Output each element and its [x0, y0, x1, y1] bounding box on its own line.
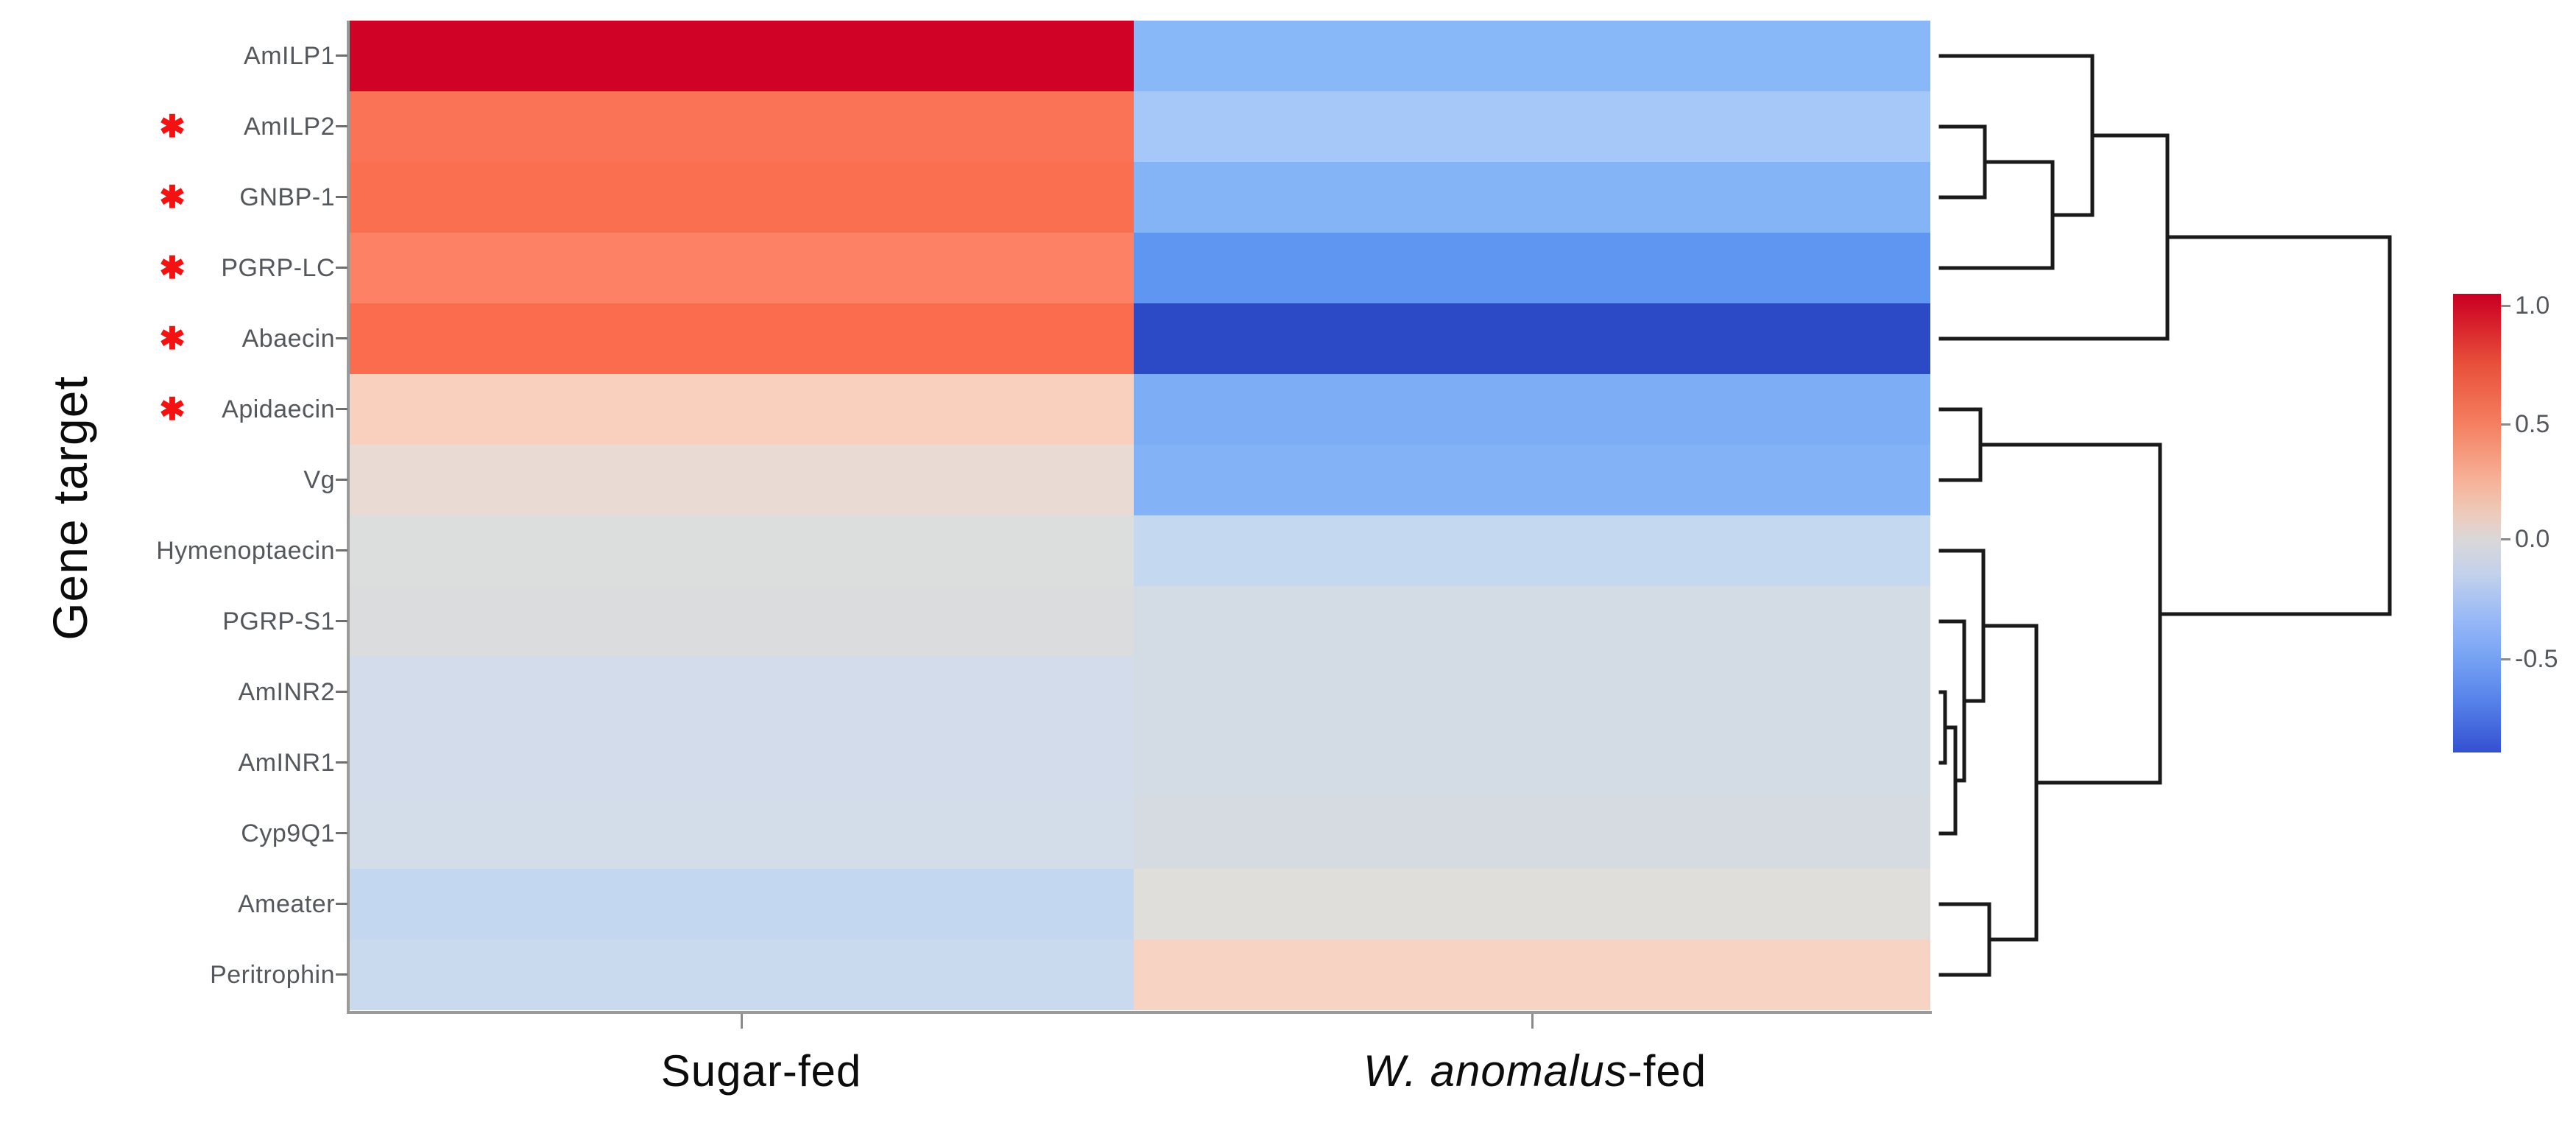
row-label-cyp9q1: Cyp9Q1 — [241, 819, 335, 847]
y-tick — [336, 832, 347, 834]
significance-asterisk: ✱ — [159, 109, 186, 144]
x-tick-sugar-fed — [741, 1014, 743, 1029]
heatmap-cell — [1134, 162, 1930, 233]
colorbar-tick-label: 0.0 — [2515, 525, 2550, 553]
y-tick — [336, 125, 347, 127]
x-label-text: Sugar-fed — [660, 1046, 862, 1096]
heatmap-cell — [350, 21, 1134, 91]
colorbar-tick-label: -0.5 — [2515, 645, 2558, 673]
y-tick — [336, 267, 347, 269]
heatmap-cell — [350, 515, 1134, 586]
x-axis-line — [347, 1011, 1932, 1014]
y-tick — [336, 408, 347, 410]
heatmap-cell — [1134, 21, 1930, 91]
y-tick — [336, 196, 347, 198]
row-label-abaecin: Abaecin — [241, 325, 335, 353]
row-label-ameater: Ameater — [238, 890, 335, 918]
y-tick — [336, 973, 347, 976]
colorbar-tick-label: 0.5 — [2515, 410, 2550, 438]
heatmap-cell — [1134, 798, 1930, 869]
heatmap-cell — [1134, 586, 1930, 657]
heatmap-cell — [1134, 940, 1930, 1010]
heatmap-row-peritrophin — [350, 940, 1930, 1010]
heatmap-cell — [350, 233, 1134, 303]
heatmap-cell — [350, 91, 1134, 162]
row-label-aminr1: AmINR1 — [238, 749, 335, 777]
row-label-apidaecin: Apidaecin — [222, 395, 335, 423]
heatmap-cell — [350, 303, 1134, 374]
heatmap-cell — [1134, 657, 1930, 727]
heatmap-cell — [350, 657, 1134, 727]
heatmap-row-pgrp-lc — [350, 233, 1930, 303]
heatmap-cell — [350, 869, 1134, 940]
heatmap-row-hymenoptaecin — [350, 515, 1930, 586]
y-axis-line — [347, 21, 350, 1014]
y-tick — [336, 549, 347, 551]
heatmap-cell — [350, 445, 1134, 515]
colorbar-tick — [2501, 658, 2510, 660]
heatmap-row-ameater — [350, 869, 1930, 940]
significance-asterisk: ✱ — [159, 250, 186, 285]
x-label-italic-text: W. anomalus — [1363, 1046, 1628, 1096]
colorbar-tick — [2501, 423, 2510, 426]
heatmap-cell — [1134, 374, 1930, 445]
y-tick — [336, 479, 347, 481]
heatmap-cell — [1134, 727, 1930, 798]
x-label-sugar-fed: Sugar-fed — [661, 1046, 862, 1096]
heatmap-row-cyp9q1 — [350, 798, 1930, 869]
heatmap-cell — [1134, 303, 1930, 374]
heatmap-row-apidaecin — [350, 374, 1930, 445]
heatmap-cell — [350, 586, 1134, 657]
heatmap-cell — [350, 374, 1134, 445]
row-label-pgrp-lc: PGRP-LC — [221, 254, 335, 282]
heatmap-cell — [1134, 869, 1930, 940]
x-label-text: -fed — [1627, 1046, 1707, 1096]
significance-asterisk: ✱ — [159, 180, 186, 214]
row-label-peritrophin: Peritrophin — [210, 961, 335, 989]
heatmap-row-amilp2 — [350, 91, 1930, 162]
heatmap-row-vg — [350, 445, 1930, 515]
row-label-amilp2: AmILP2 — [244, 113, 335, 141]
x-label-anomalus-fed: W. anomalus-fed — [1363, 1046, 1707, 1096]
heatmap-cell — [350, 940, 1134, 1010]
row-label-gnbp-1: GNBP-1 — [239, 183, 335, 211]
y-tick — [336, 903, 347, 905]
colorbar-tick — [2501, 305, 2510, 307]
heatmap-cell — [350, 162, 1134, 233]
heatmap-row-pgrp-s1 — [350, 586, 1930, 657]
heatmap-row-amilp1 — [350, 21, 1930, 91]
colorbar — [2453, 294, 2501, 752]
row-label-vg: Vg — [303, 466, 335, 494]
heatmap-cell — [1134, 515, 1930, 586]
colorbar-tick — [2501, 538, 2510, 540]
y-tick — [336, 691, 347, 693]
heatmap-cell — [1134, 445, 1930, 515]
heatmap-row-aminr1 — [350, 727, 1930, 798]
row-label-hymenoptaecin: Hymenoptaecin — [156, 537, 335, 565]
y-tick — [336, 337, 347, 339]
y-tick — [336, 761, 347, 764]
x-tick-anomalus-fed — [1531, 1014, 1534, 1029]
heatmap-row-gnbp-1 — [350, 162, 1930, 233]
heatmap-row-abaecin — [350, 303, 1930, 374]
colorbar-tick-label: 1.0 — [2515, 292, 2550, 320]
row-label-pgrp-s1: PGRP-S1 — [222, 607, 335, 635]
row-label-aminr2: AmINR2 — [238, 678, 335, 706]
heatmap-cell — [350, 798, 1134, 869]
significance-asterisk: ✱ — [159, 321, 186, 356]
y-tick — [336, 54, 347, 57]
row-label-amilp1: AmILP1 — [244, 42, 335, 70]
heatmap-row-aminr2 — [350, 657, 1930, 727]
significance-asterisk: ✱ — [159, 392, 186, 426]
y-tick — [336, 620, 347, 622]
heatmap-cell — [1134, 91, 1930, 162]
heatmap-cell — [350, 727, 1134, 798]
heatmap-cell — [1134, 233, 1930, 303]
